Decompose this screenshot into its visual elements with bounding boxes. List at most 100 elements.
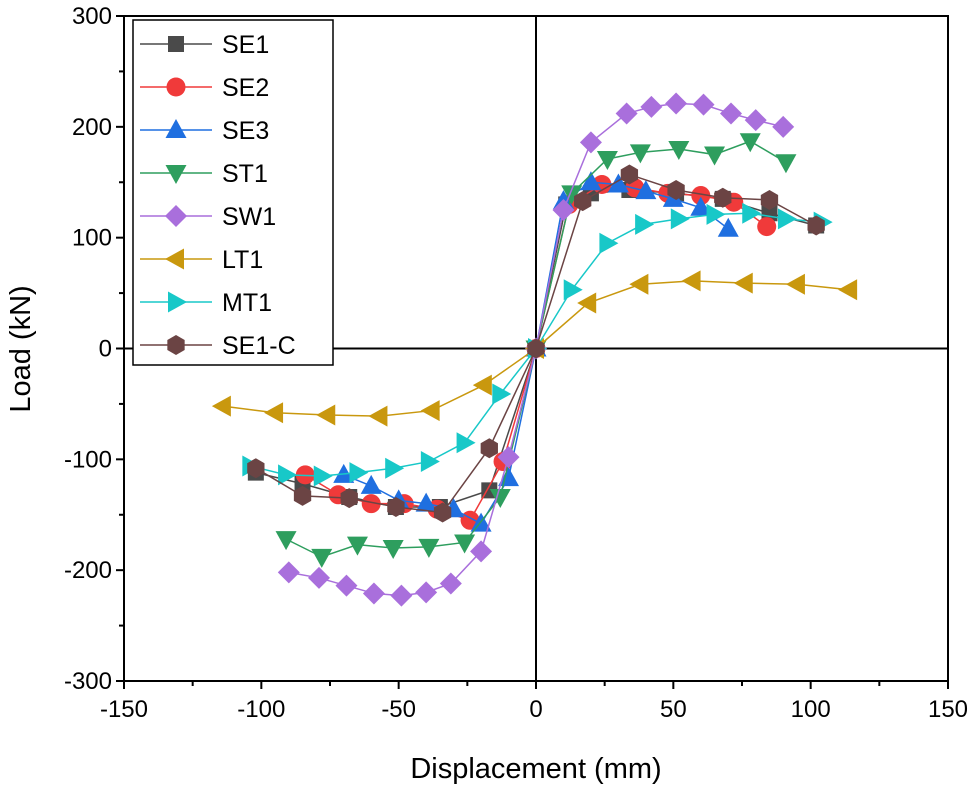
data-point-mt1	[635, 213, 655, 235]
data-point-sw1	[552, 198, 575, 221]
legend-marker-se2	[166, 77, 186, 97]
data-point-se1-c	[760, 189, 779, 210]
x-axis-label: Displacement (mm)	[410, 753, 661, 785]
x-tick-label: 100	[791, 696, 831, 723]
data-point-se1-c	[247, 458, 265, 479]
data-point-sw1	[692, 93, 715, 116]
data-point-se3	[607, 173, 629, 193]
y-tick-label: -200	[64, 557, 112, 584]
data-point-sw1	[579, 131, 602, 154]
data-point-se1-c	[340, 488, 358, 509]
data-point-sw1	[439, 572, 462, 595]
data-point-sw1	[772, 115, 795, 138]
data-point-st1	[489, 489, 511, 509]
data-point-se1-c	[574, 191, 592, 212]
data-point-lt1	[785, 273, 805, 295]
data-point-lt1	[316, 404, 336, 426]
y-tick-label: 300	[72, 3, 112, 30]
legend-item-mt1: MT1	[140, 289, 272, 317]
data-point-mt1	[385, 457, 405, 479]
y-tick-label: 200	[72, 114, 112, 141]
data-point-mt1	[777, 208, 797, 230]
data-point-se2	[691, 186, 711, 206]
legend-label-se2: SE2	[222, 74, 269, 102]
legend-item-st1: ST1	[140, 160, 268, 188]
series-se1-c	[247, 164, 825, 523]
data-point-sw1	[615, 102, 638, 125]
x-tick-label: 50	[660, 696, 687, 723]
data-point-sw1	[665, 92, 688, 115]
data-point-sw1	[720, 102, 743, 125]
data-point-lt1	[420, 400, 440, 422]
data-point-sw1	[277, 561, 300, 584]
data-point-sw1	[308, 566, 331, 589]
y-tick-label: 0	[99, 336, 112, 363]
legend-label-se1-c: SE1-C	[222, 332, 296, 360]
data-point-se1-c	[293, 485, 312, 506]
data-point-mt1	[420, 451, 440, 473]
y-tick-label: -100	[64, 446, 112, 473]
data-point-lt1	[472, 374, 492, 396]
legend-box	[132, 19, 334, 366]
data-point-sw1	[497, 446, 520, 469]
data-point-mt1	[742, 202, 762, 224]
data-point-st1	[775, 154, 797, 174]
data-point-mt1	[599, 232, 619, 254]
data-point-mt1	[349, 462, 369, 484]
data-point-mt1	[563, 279, 583, 301]
x-tick-label: -100	[237, 696, 285, 723]
x-tick-label: -150	[100, 696, 148, 723]
data-point-st1	[382, 540, 404, 559]
data-point-se1-c	[480, 438, 498, 459]
data-point-se1-c	[387, 496, 405, 517]
data-point-lt1	[264, 402, 284, 424]
data-point-lt1	[733, 272, 753, 294]
legend: SE1 SE2 SE3 ST1 SW1 LT1 MT1 SE1-C	[132, 19, 334, 366]
data-point-st1	[418, 538, 440, 558]
data-point-lt1	[577, 292, 597, 314]
data-point-sw1	[335, 574, 358, 597]
data-point-se3	[717, 217, 739, 237]
x-tick-label: 150	[928, 696, 968, 723]
axes: -150 -100 -50 0 50 100 150 -300 -200 -100 0 100 200 3…	[64, 3, 968, 723]
data-point-se3	[360, 474, 382, 494]
data-point-st1	[629, 144, 651, 164]
data-point-se2	[361, 494, 381, 514]
data-point-se3	[415, 492, 437, 512]
data-point-lt1	[368, 405, 388, 427]
data-point-sw1	[390, 584, 413, 607]
legend-item-lt1: LT1	[140, 246, 263, 274]
legend-label-sw1: SW1	[222, 203, 276, 231]
x-tick-label: -50	[381, 696, 416, 723]
legend-label-lt1: LT1	[222, 246, 263, 274]
data-point-st1	[704, 146, 726, 166]
data-point-se2	[757, 217, 777, 237]
legend-marker-se1-c	[167, 335, 185, 355]
data-point-sw1	[470, 540, 493, 563]
data-point-mt1	[278, 464, 298, 486]
data-point-se1-c	[807, 215, 825, 236]
legend-item-se2: SE2	[140, 74, 269, 102]
legend-marker-st1	[165, 165, 187, 184]
legend-label-st1: ST1	[222, 160, 268, 188]
data-point-se3	[635, 180, 657, 200]
data-point-st1	[668, 141, 690, 160]
data-point-se1-c	[527, 338, 545, 359]
data-point-sw1	[415, 581, 438, 604]
data-point-sw1	[744, 109, 767, 132]
legend-marker-mt1	[168, 291, 187, 313]
data-point-se3	[580, 171, 602, 191]
data-point-st1	[346, 536, 368, 556]
data-point-lt1	[838, 279, 858, 301]
legend-marker-sw1	[165, 205, 187, 227]
legend-marker-se3	[165, 119, 187, 138]
series-group	[211, 92, 858, 607]
data-point-mt1	[313, 465, 333, 487]
data-point-st1	[561, 185, 583, 205]
y-tick-label: -300	[64, 668, 112, 695]
data-point-se1-c	[667, 180, 685, 201]
data-point-lt1	[211, 395, 231, 417]
y-tick-label: 100	[72, 225, 112, 252]
data-point-st1	[275, 531, 297, 551]
